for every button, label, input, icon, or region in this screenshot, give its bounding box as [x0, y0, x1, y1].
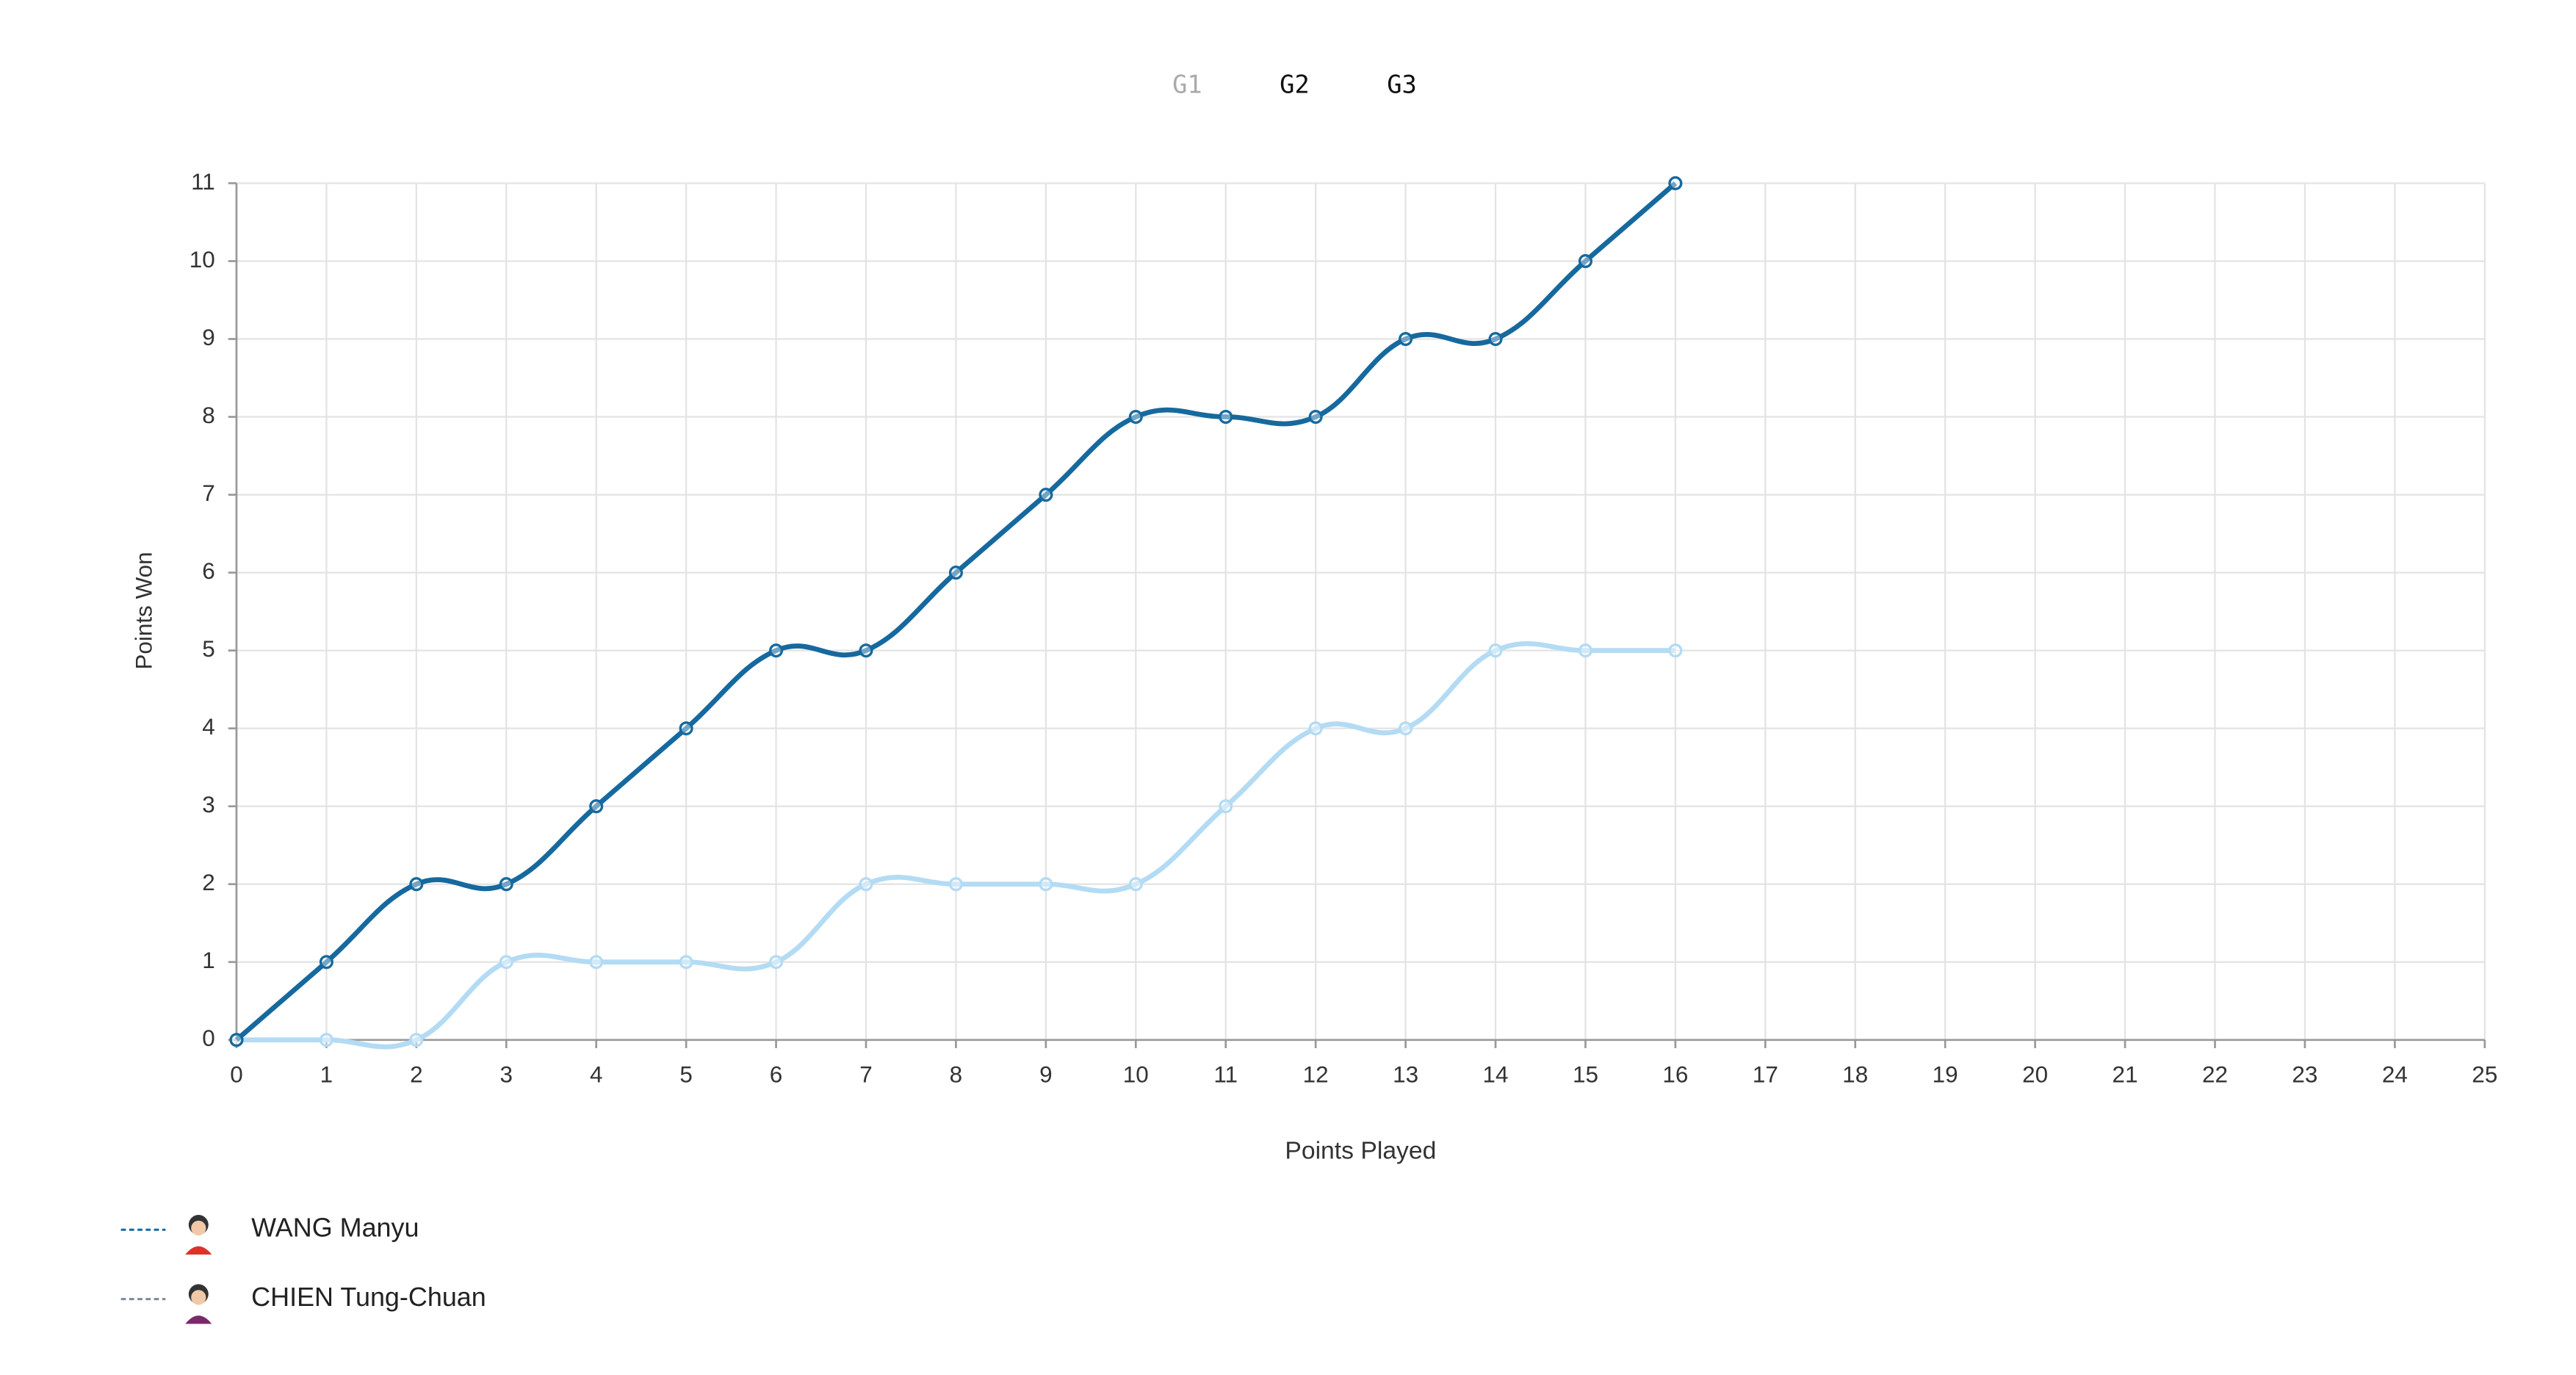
data-point	[1488, 331, 1503, 347]
data-point	[679, 955, 693, 970]
legend-label: CHIEN Tung-Chuan	[251, 1282, 486, 1312]
data-point	[1219, 409, 1233, 425]
x-tick-label: 3	[500, 1062, 513, 1088]
y-tick-label: 9	[202, 325, 215, 350]
data-point	[499, 955, 513, 970]
data-point	[1668, 176, 1683, 191]
data-point	[679, 721, 693, 736]
avatar	[185, 1215, 212, 1255]
series-line	[236, 640, 1675, 1050]
x-tick-label: 4	[590, 1062, 603, 1088]
y-tick-label: 8	[202, 403, 215, 428]
data-point	[769, 955, 784, 970]
data-point	[1668, 643, 1683, 658]
y-tick-label: 0	[202, 1025, 215, 1051]
y-axis-title: Points Won	[131, 552, 157, 669]
y-tick-label: 1	[202, 948, 215, 973]
data-point	[1128, 409, 1143, 425]
data-point	[1308, 409, 1323, 425]
data-point	[1488, 643, 1503, 658]
data-point	[409, 877, 424, 892]
data-point	[769, 643, 784, 658]
data-point	[589, 799, 604, 814]
x-tick-label: 20	[2022, 1062, 2048, 1088]
game-tab[interactable]: G2	[1280, 70, 1310, 98]
data-point	[319, 1033, 333, 1047]
game-tab[interactable]: G3	[1387, 70, 1417, 98]
legend-label: WANG Manyu	[251, 1213, 419, 1243]
y-tick-label: 10	[190, 247, 215, 273]
x-tick-label: 17	[1753, 1062, 1778, 1088]
data-point	[1039, 488, 1053, 502]
x-tick-label: 22	[2202, 1062, 2228, 1088]
data-point	[1128, 877, 1143, 892]
y-tick-label: 3	[202, 792, 215, 818]
data-point	[1578, 253, 1593, 269]
avatar	[185, 1284, 212, 1324]
x-tick-label: 25	[2472, 1062, 2497, 1088]
x-tick-label: 23	[2292, 1062, 2317, 1088]
x-tick-label: 24	[2382, 1062, 2408, 1088]
data-point	[1399, 721, 1413, 736]
data-point	[589, 955, 604, 970]
x-tick-label: 21	[2113, 1062, 2138, 1088]
data-point	[1039, 877, 1053, 892]
x-axis-title: Points Played	[1285, 1137, 1436, 1165]
x-tick-label: 13	[1393, 1062, 1418, 1088]
data-point	[859, 877, 873, 892]
x-tick-label: 14	[1483, 1062, 1509, 1088]
y-tick-label: 4	[202, 714, 215, 740]
x-tick-label: 8	[950, 1062, 962, 1088]
x-tick-label: 6	[770, 1062, 783, 1088]
data-point	[948, 566, 963, 580]
x-tick-label: 19	[1933, 1062, 1958, 1088]
y-tick-label: 5	[202, 636, 215, 662]
data-point	[409, 1033, 424, 1047]
x-tick-label: 18	[1842, 1062, 1868, 1088]
x-tick-label: 0	[230, 1062, 243, 1088]
y-tick-label: 2	[202, 870, 215, 895]
x-tick-label: 15	[1573, 1062, 1598, 1088]
y-tick-label: 6	[202, 558, 215, 584]
series-line	[234, 181, 1678, 1042]
x-tick-label: 12	[1303, 1062, 1329, 1088]
data-point	[859, 643, 873, 658]
x-tick-label: 16	[1662, 1062, 1688, 1088]
x-tick-label: 11	[1213, 1062, 1238, 1088]
x-tick-label: 10	[1123, 1062, 1149, 1088]
x-tick-label: 9	[1039, 1062, 1053, 1088]
data-point	[1308, 721, 1323, 736]
data-point	[948, 877, 963, 892]
data-point	[1399, 331, 1413, 347]
x-tick-label: 5	[679, 1062, 693, 1088]
data-point	[1578, 643, 1593, 658]
data-point	[229, 1033, 244, 1047]
y-tick-label: 7	[202, 480, 215, 506]
x-tick-label: 2	[410, 1062, 423, 1088]
x-tick-label: 7	[859, 1062, 873, 1088]
data-point	[319, 955, 333, 970]
x-tick-label: 1	[320, 1062, 333, 1088]
game-tab[interactable]: G1	[1172, 70, 1202, 98]
data-point	[1219, 799, 1233, 814]
y-tick-label: 11	[191, 169, 215, 195]
data-point	[499, 877, 513, 892]
